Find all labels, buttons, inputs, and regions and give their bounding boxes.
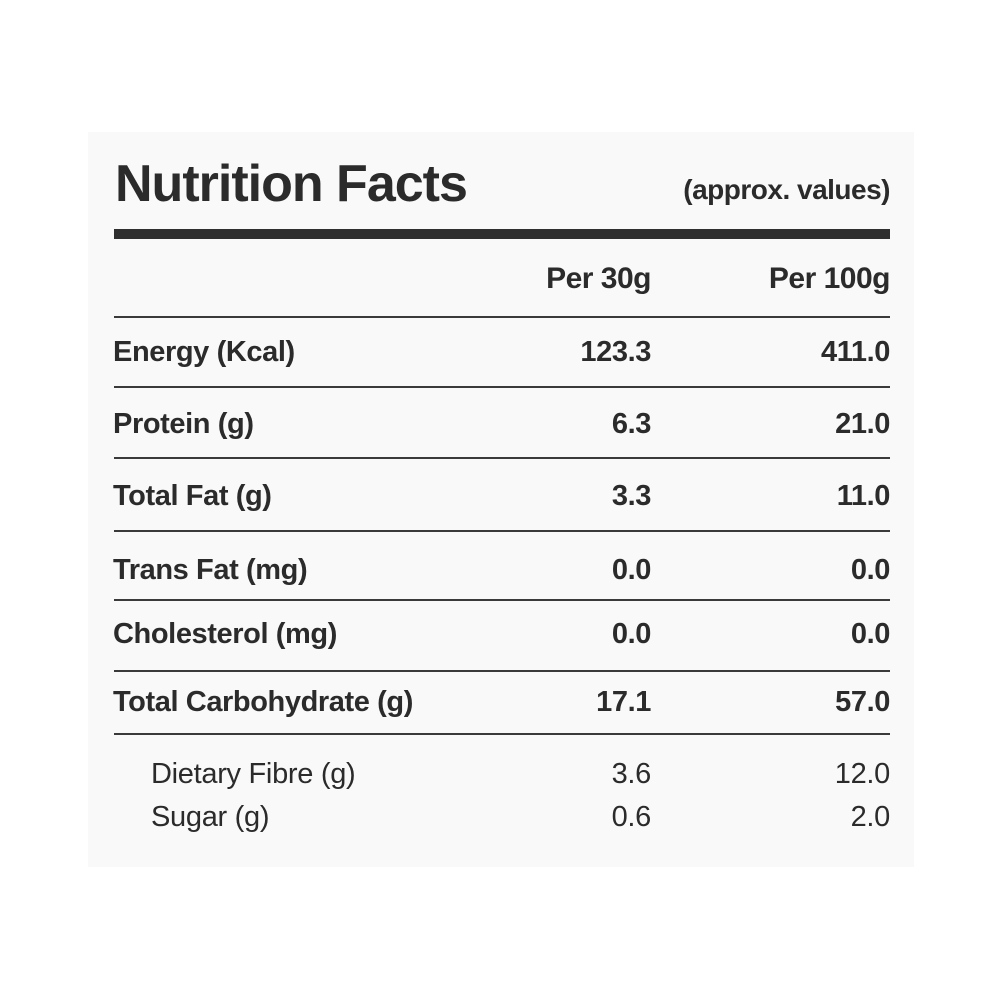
nutrient-label-cholesterol: Cholesterol (mg) [113,618,337,650]
row-divider [114,670,890,672]
nutrition-facts-panel [88,132,914,867]
nutrient-value-sugar-per-serving: 0.6 [611,801,652,833]
nutrient-value-sugar-per-100g: 2.0 [850,801,891,833]
nutrient-value-trans-fat-per-serving: 0.0 [611,554,652,586]
nutrient-label-total-carbohydrate: Total Carbohydrate (g) [113,686,414,718]
nutrient-value-total-carbohydrate-per-serving: 17.1 [596,686,651,718]
nutrient-value-protein-per-100g: 21.0 [835,408,890,440]
nutrient-label-trans-fat: Trans Fat (mg) [113,554,308,586]
nutrient-value-total-fat-per-100g: 11.0 [836,480,891,512]
nutrient-value-total-carbohydrate-per-100g: 57.0 [835,686,890,718]
nutrient-label-protein: Protein (g) [113,408,254,440]
row-divider [114,316,890,318]
nutrient-value-dietary-fibre-per-100g: 12.0 [834,758,891,790]
approx-values-note: (approx. values) [683,174,890,205]
nutrient-label-total-fat: Total Fat (g) [113,480,272,512]
nutrient-value-total-fat-per-serving: 3.3 [611,480,652,512]
column-header-per-100g: Per 100g [768,262,891,295]
nutrition-facts-title: Nutrition Facts [115,155,468,213]
row-divider [114,733,890,735]
row-divider [114,530,890,532]
row-divider [114,386,890,388]
row-divider [114,457,890,459]
nutrient-label-energy: Energy (Kcal) [113,336,295,368]
nutrient-value-energy-per-100g: 411.0 [821,336,890,368]
nutrient-value-energy-per-serving: 123.3 [580,336,651,368]
nutrient-value-protein-per-serving: 6.3 [611,408,652,440]
nutrient-label-sugar: Sugar (g) [151,801,270,833]
column-header-per-serving: Per 30g [546,262,651,295]
title-divider [114,229,890,239]
row-divider [114,599,890,601]
nutrient-value-cholesterol-per-serving: 0.0 [611,618,652,650]
nutrient-value-trans-fat-per-100g: 0.0 [850,554,891,586]
nutrient-value-cholesterol-per-100g: 0.0 [850,618,891,650]
nutrient-value-dietary-fibre-per-serving: 3.6 [611,758,652,790]
nutrient-label-dietary-fibre: Dietary Fibre (g) [151,758,356,790]
